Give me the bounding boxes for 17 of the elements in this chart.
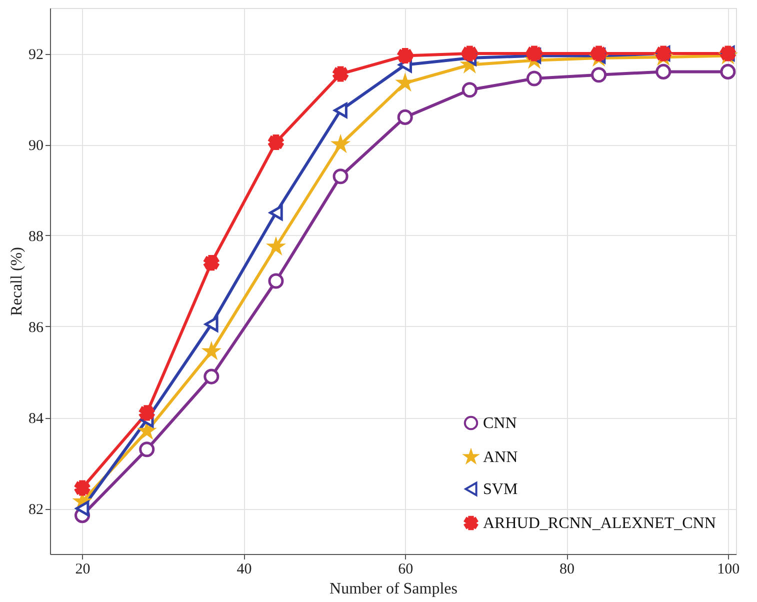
x-axis-title: Number of Samples [330, 580, 458, 598]
x-tick-label: 20 [75, 562, 90, 578]
x-tick-label: 60 [398, 562, 414, 578]
legend-label: SVM [483, 481, 518, 498]
legend-label: ARHUD_RCNN_ALEXNET_CNN [483, 515, 716, 532]
x-tick-label: 40 [236, 562, 252, 578]
y-tick-label: 84 [28, 411, 44, 427]
legend-label: CNN [483, 415, 518, 432]
y-tick-label: 92 [28, 47, 44, 63]
y-axis-title: Recall (%) [8, 247, 26, 316]
y-tick-label: 82 [28, 502, 44, 518]
x-tick-label: 80 [560, 562, 575, 578]
y-tick-label: 86 [28, 320, 44, 336]
legend-label: ANN [483, 449, 518, 466]
y-tick-label: 90 [28, 138, 44, 154]
y-tick-label: 88 [28, 229, 44, 245]
x-tick-label: 100 [717, 562, 740, 578]
